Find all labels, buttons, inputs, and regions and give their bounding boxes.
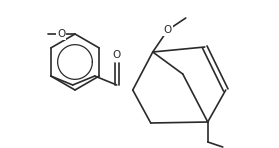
Text: O: O [113,50,121,60]
Text: O: O [163,25,172,35]
Text: O: O [57,29,65,39]
